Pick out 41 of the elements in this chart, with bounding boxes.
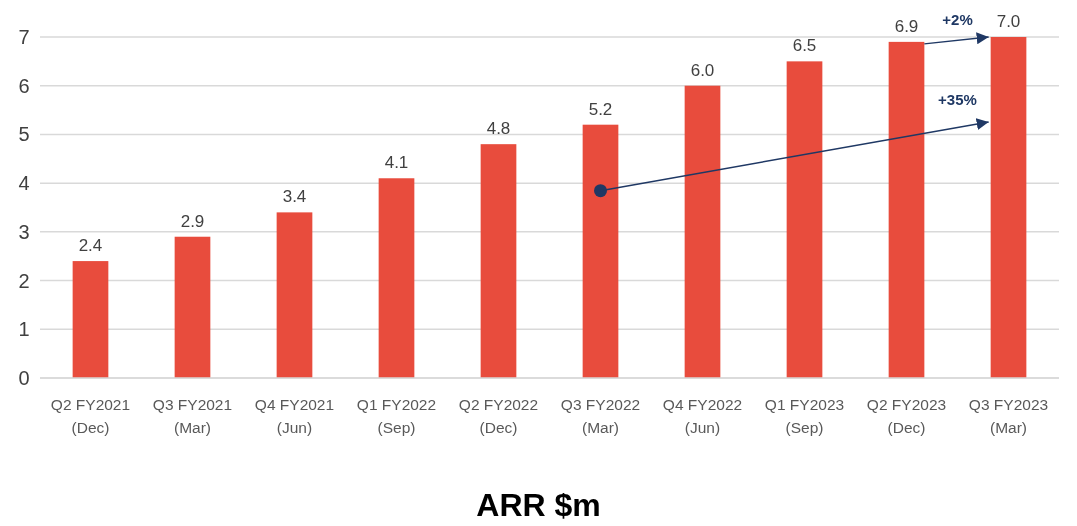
bar bbox=[786, 61, 823, 378]
x-tick-label: Q3 FY2021 (Mar) bbox=[152, 396, 233, 436]
data-label: 6.5 bbox=[792, 36, 817, 56]
x-tick-label: Q2 FY2022 (Dec) bbox=[458, 396, 539, 436]
x-axis-title: ARR $m bbox=[476, 487, 601, 523]
data-label: 4.1 bbox=[384, 153, 409, 173]
x-tick-label: Q2 FY2021 (Dec) bbox=[50, 396, 131, 436]
bar bbox=[888, 41, 925, 378]
y-tick-label: 0 bbox=[18, 367, 30, 389]
data-label: 5.2 bbox=[588, 99, 613, 119]
data-label: 6.0 bbox=[690, 60, 715, 80]
bar bbox=[480, 144, 517, 378]
x-tick-label: Q1 FY2023 (Sep) bbox=[764, 396, 845, 436]
x-tick-label: Q4 FY2022 (Jun) bbox=[662, 396, 743, 436]
bar bbox=[174, 236, 211, 378]
x-tick-label: Q3 FY2023 (Mar) bbox=[968, 396, 1049, 436]
data-label: 2.9 bbox=[180, 211, 205, 231]
data-label: 2.4 bbox=[78, 236, 103, 256]
y-tick-label: 7 bbox=[18, 26, 30, 48]
data-label: 3.4 bbox=[282, 187, 307, 207]
data-label: 4.8 bbox=[486, 119, 511, 139]
annotation: +35% bbox=[938, 91, 977, 108]
x-tick-label: Q1 FY2022 (Sep) bbox=[356, 396, 437, 436]
x-tick-label: Q3 FY2022 (Mar) bbox=[560, 396, 641, 436]
y-tick-label: 1 bbox=[18, 318, 30, 341]
y-tick-label: 5 bbox=[18, 123, 30, 146]
bar bbox=[684, 85, 721, 378]
data-label: 6.9 bbox=[894, 16, 919, 36]
x-tick-label: Q4 FY2021 (Jun) bbox=[254, 396, 335, 436]
bar bbox=[72, 261, 109, 378]
bar bbox=[276, 212, 313, 378]
x-tick-label: Q2 FY2023 (Dec) bbox=[866, 396, 947, 436]
y-tick-label: 3 bbox=[18, 220, 30, 243]
y-tick-label: 6 bbox=[18, 74, 30, 97]
y-tick-label: 4 bbox=[18, 172, 30, 195]
bar bbox=[990, 37, 1027, 378]
data-label: 7.0 bbox=[996, 12, 1021, 31]
bar bbox=[582, 124, 619, 378]
bar bbox=[378, 178, 415, 378]
y-tick-label: 2 bbox=[18, 269, 30, 292]
text: +2% bbox=[942, 11, 973, 28]
